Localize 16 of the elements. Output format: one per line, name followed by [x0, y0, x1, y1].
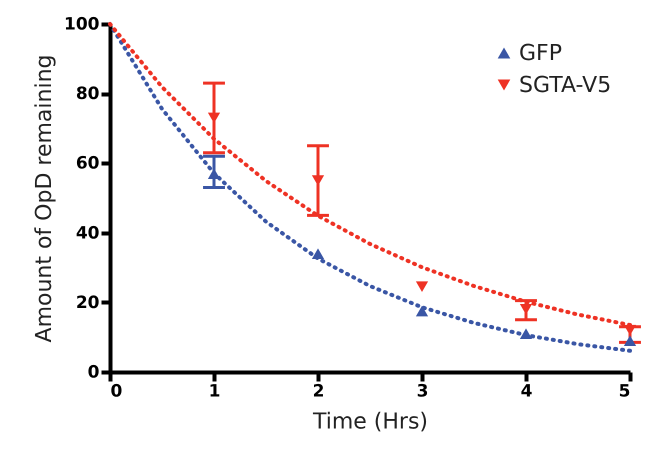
y-tick-label: 20: [76, 292, 100, 313]
x-tick-label: 1: [208, 382, 220, 402]
legend-label: GFP: [519, 41, 562, 66]
y-axis-title: Amount of OpD remaining: [32, 54, 58, 342]
x-axis-title: Time (Hrs): [312, 410, 428, 434]
y-tick-label: 60: [76, 154, 100, 174]
y-tick-label: 40: [76, 223, 100, 244]
x-tick-label: 5: [618, 382, 630, 402]
legend-label: SGTA-V5: [519, 73, 612, 98]
x-tick-label: 4: [520, 382, 533, 402]
y-tick-label: 80: [76, 84, 100, 104]
y-tick-label: 100: [64, 14, 100, 34]
x-tick-label: 0: [110, 382, 122, 402]
y-tick-label: 0: [88, 362, 100, 382]
x-tick-label: 2: [312, 382, 324, 402]
x-tick-label: 3: [416, 382, 428, 402]
